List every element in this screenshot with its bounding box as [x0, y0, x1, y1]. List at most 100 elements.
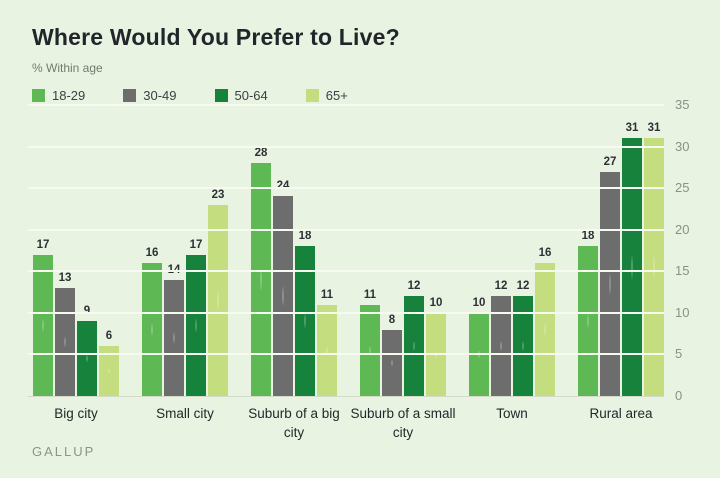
y-axis-tick-label: 35	[675, 97, 690, 112]
bar-column: 13	[55, 105, 75, 396]
bar-value-label: 12	[516, 280, 530, 293]
bar-column: 12	[404, 105, 424, 396]
gridline-20	[28, 228, 664, 231]
bar-65+-big-city	[99, 346, 119, 396]
bar-column: 24	[273, 105, 293, 396]
gridline-15	[28, 270, 664, 273]
bar-value-label: 9	[84, 305, 90, 317]
bar-30-49-suburb-of-a-big-city	[273, 196, 293, 396]
bar-value-label: 31	[647, 122, 661, 135]
bar-65+-town	[535, 262, 555, 396]
bar-column: 28	[251, 105, 271, 396]
bar-value-label: 14	[168, 264, 181, 276]
bar-column: 9	[77, 105, 97, 396]
bar-18-29-small-city	[142, 262, 162, 396]
bar-30-49-town	[491, 296, 511, 396]
bar-groups: 17 13 9 6 Big city 16 14 17 23 Small city 28 24 18 11…	[28, 105, 664, 440]
bar-30-49-small-city	[164, 279, 184, 396]
bar-column: 27	[600, 105, 620, 396]
y-axis-tick-label: 20	[675, 221, 690, 237]
bar-value-label: 12	[494, 280, 508, 293]
bar-50-64-small-city	[186, 254, 206, 396]
gridline-35	[28, 104, 664, 106]
bar-50-64-suburb-of-a-small-city	[404, 296, 424, 396]
category-label-rural-area: Rural area	[589, 406, 653, 421]
bar-value-label: 16	[538, 246, 552, 259]
x-axis-line	[28, 396, 664, 397]
bar-30-49-suburb-of-a-small-city	[382, 329, 402, 396]
bar-group-big-city: 17 13 9 6 Big city	[33, 105, 119, 421]
category-label-big-city: Big city	[54, 406, 98, 421]
bar-group-rural-area: 18 27 31 31 Rural area	[578, 105, 664, 421]
legend-item-65+: 65+	[305, 88, 348, 103]
bar-group-suburb-of-a-small-city: 11 8 12 10 Suburb of a small city	[350, 105, 455, 440]
legend-label: 18-29	[52, 88, 86, 103]
bar-value-label: 18	[581, 230, 595, 243]
bar-value-label: 24	[277, 180, 290, 192]
legend-item-50-64: 50-64	[214, 88, 268, 103]
category-label-suburb-of-a-big-city: Suburb of a big city	[248, 406, 340, 440]
y-axis-tick-label: 30	[675, 138, 690, 154]
bar-column: 11	[360, 105, 380, 396]
bar-column: 10	[469, 105, 489, 396]
page-title: Where Would You Prefer to Live?	[32, 24, 400, 50]
gridline-25	[28, 187, 664, 190]
bar-column: 16	[142, 105, 162, 396]
bar-column: 23	[208, 105, 228, 396]
bar-column: 8	[382, 105, 402, 396]
bar-column: 31	[644, 105, 664, 396]
bar-18-29-suburb-of-a-big-city	[251, 163, 271, 396]
bar-column: 18	[578, 105, 598, 396]
category-label-suburb-of-a-small-city: Suburb of a small city	[350, 406, 456, 440]
y-axis-tick-label: 10	[675, 304, 690, 320]
bar-value-label: 31	[625, 122, 639, 135]
bar-column: 6	[99, 105, 119, 396]
bar-value-label: 11	[320, 288, 334, 301]
bar-value-label: 6	[105, 330, 113, 343]
bar-value-label: 10	[429, 296, 443, 309]
bar-18-29-suburb-of-a-small-city	[360, 304, 380, 396]
bar-column: 12	[513, 105, 533, 396]
legend-label: 30-49	[143, 88, 177, 103]
bar-value-label: 17	[189, 238, 203, 251]
bar-value-label: 13	[58, 271, 72, 284]
y-axis-tick-label: 0	[675, 388, 683, 403]
legend-item-30-49: 30-49	[123, 88, 177, 103]
bar-column: 10	[426, 105, 446, 396]
bar-18-29-big-city	[33, 254, 53, 396]
bar-50-64-suburb-of-a-big-city	[295, 246, 315, 396]
bar-value-label: 27	[603, 155, 617, 168]
bar-value-label: 10	[472, 296, 486, 309]
y-axis-tick-label: 5	[675, 346, 683, 362]
bar-column: 16	[535, 105, 555, 396]
y-axis-tick-label: 15	[675, 263, 690, 279]
bar-column: 14	[164, 105, 184, 396]
bar-50-64-big-city	[77, 321, 97, 396]
bar-column: 17	[33, 105, 53, 396]
legend-label: 65+	[325, 88, 348, 103]
legend-swatch-icon	[32, 89, 45, 102]
legend-swatch-icon	[305, 89, 319, 102]
bar-value-label: 11	[363, 288, 377, 301]
page-subtitle: % Within age	[32, 61, 103, 75]
bar-column: 12	[491, 105, 511, 396]
bar-value-label: 17	[36, 238, 50, 251]
bar-column: 11	[317, 105, 337, 396]
gridline-10	[28, 311, 664, 314]
bar-18-29-rural-area	[578, 246, 598, 396]
category-label-town: Town	[496, 406, 528, 421]
bar-30-49-big-city	[55, 287, 75, 396]
plot-area: 17 13 9 6 Big city 16 14 17 23 Small city 28 24 18 11…	[28, 98, 689, 440]
source-label: GALLUP	[32, 444, 96, 459]
bar-value-label: 16	[145, 246, 159, 259]
gridline-5	[28, 353, 664, 356]
bar-65+-suburb-of-a-big-city	[317, 304, 337, 396]
bar-column: 17	[186, 105, 206, 396]
bar-group-suburb-of-a-big-city: 28 24 18 11 Suburb of a big city	[248, 105, 340, 440]
bar-column: 18	[295, 105, 315, 396]
bar-value-label: 18	[298, 230, 312, 243]
legend-label: 50-64	[234, 88, 268, 103]
legend: 18-29 30-49 50-64 65+	[32, 88, 688, 103]
bar-value-label: 8	[388, 313, 396, 326]
